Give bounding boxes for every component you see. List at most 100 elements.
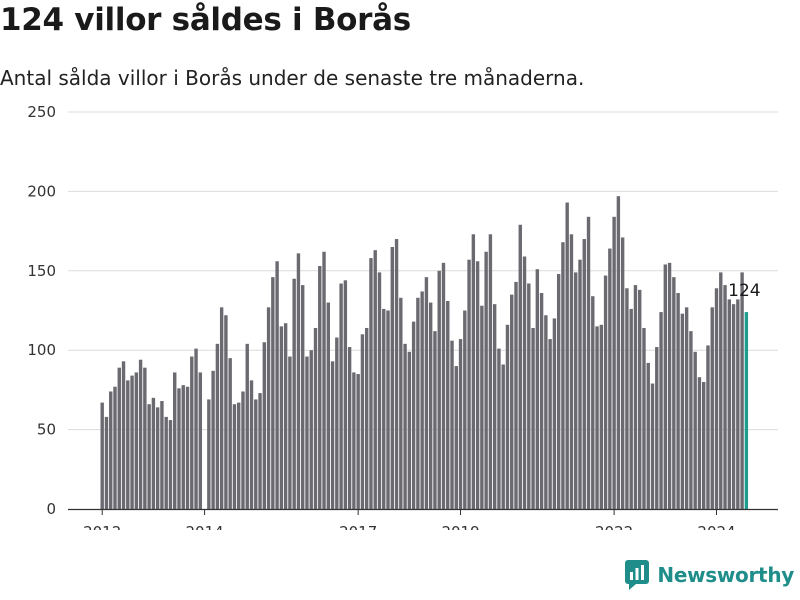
bar bbox=[275, 261, 279, 509]
bar bbox=[347, 347, 352, 509]
newsworthy-logo-icon bbox=[625, 560, 650, 590]
bar bbox=[471, 234, 476, 509]
bar bbox=[266, 307, 271, 509]
bar bbox=[454, 366, 458, 509]
bar bbox=[224, 315, 228, 509]
brand-logo: Newsworthy bbox=[625, 560, 794, 590]
latest-value-label: 124 bbox=[728, 281, 760, 301]
bar bbox=[467, 259, 471, 509]
bar bbox=[420, 291, 424, 509]
bar bbox=[130, 375, 134, 509]
bar bbox=[450, 340, 454, 509]
bar bbox=[736, 299, 740, 509]
bar bbox=[719, 272, 723, 509]
bar bbox=[241, 391, 245, 509]
bar bbox=[569, 234, 574, 509]
bar bbox=[100, 402, 104, 509]
bar bbox=[510, 294, 514, 509]
bar bbox=[458, 339, 463, 509]
bar bbox=[578, 259, 582, 509]
bar bbox=[181, 385, 185, 509]
bar bbox=[394, 239, 399, 510]
bar bbox=[390, 246, 394, 510]
bar bbox=[527, 283, 531, 509]
bar bbox=[620, 237, 625, 509]
bar-latest bbox=[744, 312, 749, 509]
bar bbox=[650, 383, 655, 509]
x-tick-label-2017: 2017 bbox=[339, 523, 377, 530]
bar bbox=[492, 304, 497, 509]
bar bbox=[463, 310, 467, 509]
bar bbox=[360, 334, 365, 509]
bar bbox=[143, 367, 147, 509]
bar bbox=[663, 264, 668, 509]
bar bbox=[514, 281, 518, 509]
bar bbox=[505, 324, 510, 509]
bar bbox=[680, 313, 685, 509]
bar bbox=[655, 347, 659, 509]
bar bbox=[629, 308, 633, 509]
bar bbox=[364, 327, 369, 509]
bar bbox=[475, 261, 480, 509]
bar bbox=[407, 351, 412, 509]
bar bbox=[160, 401, 164, 509]
bar bbox=[117, 367, 121, 509]
bar bbox=[322, 251, 326, 509]
bar bbox=[638, 289, 642, 509]
bar bbox=[740, 272, 744, 509]
bar bbox=[586, 216, 591, 510]
bar bbox=[377, 272, 382, 509]
bar bbox=[723, 285, 727, 509]
page-subtitle: Antal sålda villor i Borås under de sena… bbox=[0, 66, 585, 90]
bar bbox=[245, 343, 249, 509]
bar bbox=[301, 285, 305, 509]
bar bbox=[659, 312, 663, 509]
bar bbox=[185, 386, 190, 509]
bar bbox=[279, 326, 284, 509]
bar bbox=[382, 308, 386, 509]
bar bbox=[428, 302, 433, 509]
bar bbox=[339, 283, 343, 509]
bar bbox=[727, 299, 732, 509]
bar bbox=[702, 381, 706, 509]
bar bbox=[283, 323, 288, 509]
y-tick-label-50: 50 bbox=[37, 421, 56, 439]
bar bbox=[424, 277, 429, 509]
bar bbox=[207, 399, 211, 509]
bar bbox=[168, 420, 173, 509]
y-tick-label-100: 100 bbox=[27, 341, 56, 359]
bar bbox=[591, 296, 595, 509]
bar bbox=[548, 339, 552, 509]
bar bbox=[121, 361, 126, 509]
bar bbox=[612, 216, 616, 510]
y-tick-label-150: 150 bbox=[27, 262, 56, 280]
bar-chart: 0 50 100 150 200 250 124 2012 2014 2017 2019 2022 20… bbox=[27, 103, 778, 530]
bar bbox=[697, 377, 702, 509]
bar bbox=[625, 288, 629, 509]
bar bbox=[343, 280, 348, 509]
bar bbox=[603, 275, 608, 509]
bar bbox=[173, 372, 177, 509]
bar bbox=[211, 370, 215, 509]
bar bbox=[446, 300, 450, 509]
bar bbox=[484, 251, 488, 509]
brand-name: Newsworthy bbox=[657, 563, 794, 587]
bar bbox=[326, 302, 330, 509]
bar bbox=[441, 262, 446, 509]
y-tick-label-0: 0 bbox=[46, 500, 56, 518]
bar bbox=[198, 372, 203, 509]
bar bbox=[574, 272, 578, 509]
x-tick-label-2019: 2019 bbox=[441, 523, 479, 530]
bar bbox=[305, 356, 309, 509]
bar bbox=[714, 288, 719, 509]
bar bbox=[386, 310, 390, 509]
bar bbox=[109, 391, 113, 509]
bar bbox=[706, 345, 710, 509]
bar bbox=[710, 307, 714, 509]
bar bbox=[194, 348, 198, 509]
bar bbox=[667, 262, 672, 509]
bar bbox=[399, 297, 403, 509]
bar bbox=[531, 327, 535, 509]
bar bbox=[151, 397, 156, 509]
bar bbox=[296, 253, 301, 509]
